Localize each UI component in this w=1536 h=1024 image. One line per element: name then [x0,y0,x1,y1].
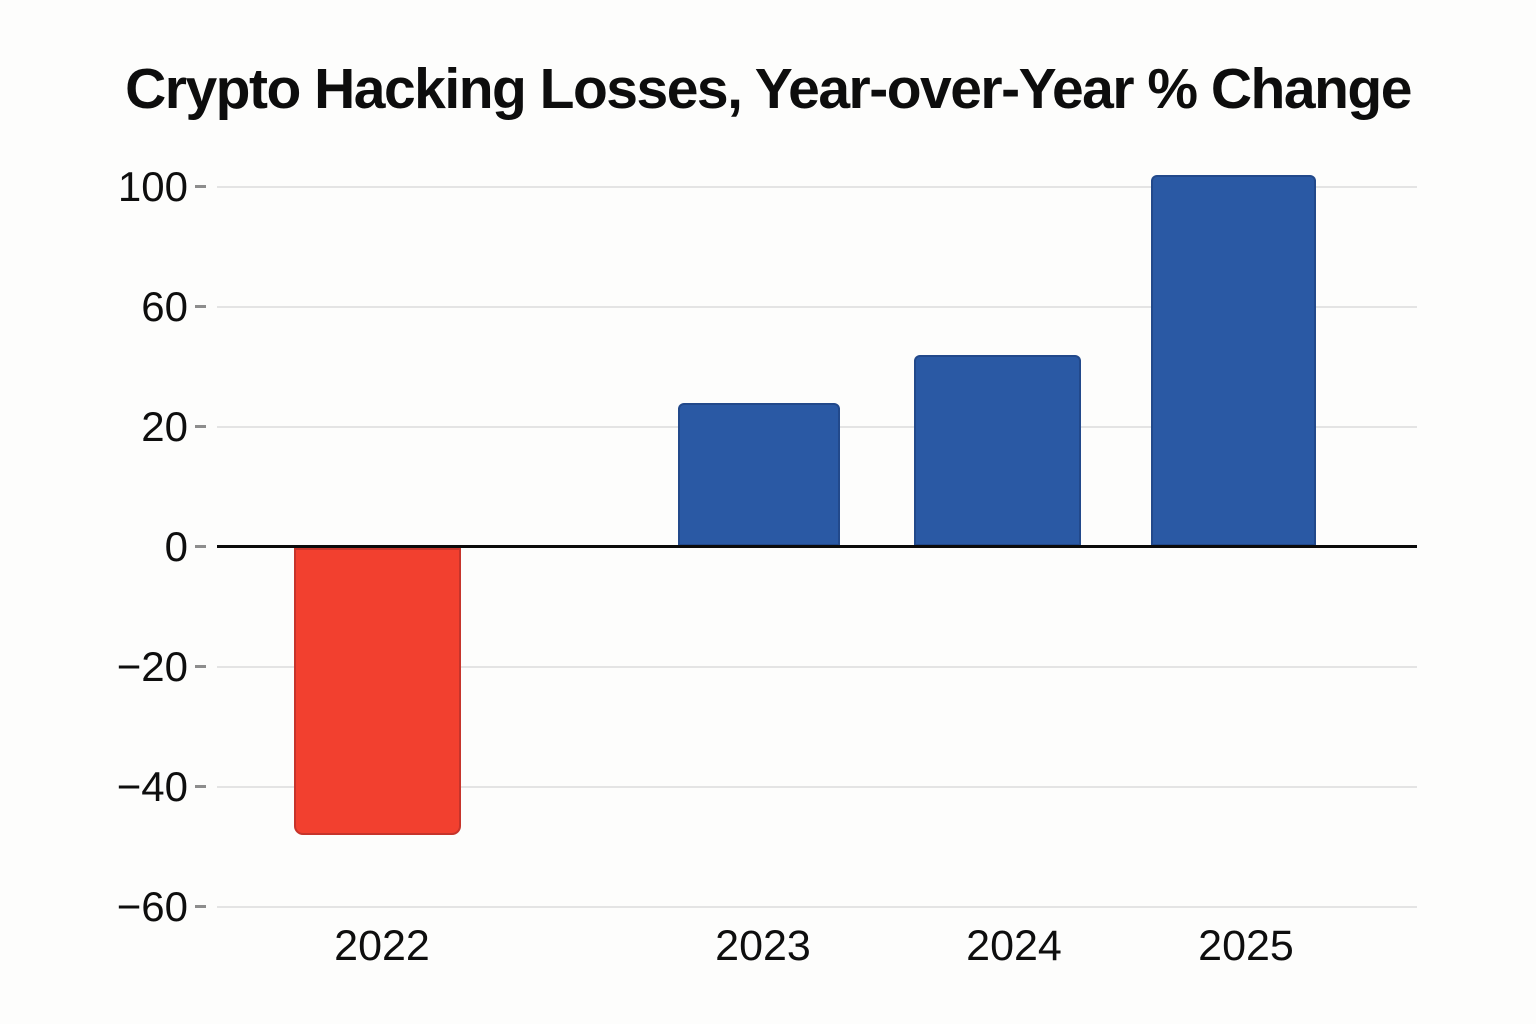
y-tick-mark [195,425,206,428]
y-tick-label: −20 [116,643,188,690]
y-tick-label: 60 [141,283,188,330]
y-tick-mark [195,545,206,548]
zero-axis-line [217,545,1417,548]
y-tick-mark [195,905,206,908]
bar-2022 [293,548,461,835]
y-gridline [217,306,1417,308]
x-tick-label-2024: 2024 [966,922,1062,970]
y-gridline [217,186,1417,188]
bar-2024 [913,355,1081,546]
y-tick-label: −60 [116,883,188,930]
x-tick-label-2025: 2025 [1198,922,1294,970]
y-tick-label: 100 [117,163,188,210]
y-gridline [217,666,1417,668]
y-tick-mark [195,305,206,308]
y-tick-label: 0 [164,523,188,570]
x-tick-label-2023: 2023 [715,922,811,970]
bar-2025 [1150,175,1316,546]
y-gridline [217,906,1417,908]
y-tick-label: 20 [141,403,188,450]
y-tick-mark [195,785,206,788]
y-tick-label: −40 [116,763,188,810]
y-gridline [217,786,1417,788]
y-tick-mark [195,185,206,188]
y-tick-mark [195,665,206,668]
bar-2023 [678,403,840,546]
x-tick-label-2022: 2022 [334,922,430,970]
chart-title: Crypto Hacking Losses, Year-over-Year % … [125,57,1412,121]
